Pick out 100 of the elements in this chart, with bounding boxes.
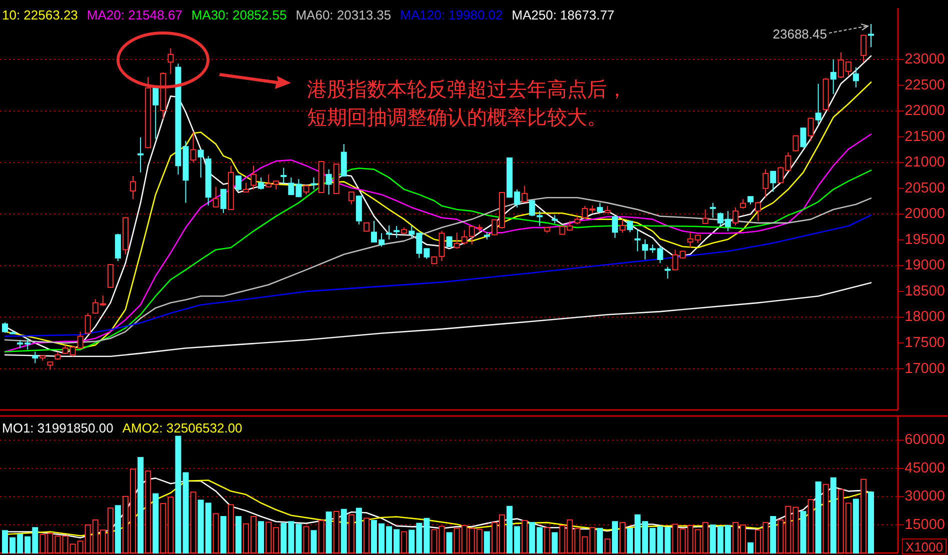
y-tick-label: 17500 — [904, 335, 945, 351]
bar — [860, 478, 866, 554]
y-tick-label: 19000 — [904, 258, 945, 274]
candlestick — [250, 165, 257, 190]
y-tick-label: 22500 — [904, 77, 945, 94]
candlestick — [612, 216, 618, 238]
candlestick — [190, 131, 196, 164]
candlestick — [138, 136, 144, 173]
bar — [808, 499, 814, 554]
candlestick — [2, 322, 8, 334]
candlestick — [702, 209, 708, 224]
bar — [310, 530, 317, 554]
y-tick-label: 18000 — [904, 309, 945, 326]
candlestick — [394, 226, 400, 238]
bar — [303, 526, 310, 554]
candlestick — [280, 167, 287, 185]
candlestick — [235, 175, 242, 192]
text: MA120: 19980.02 — [400, 8, 503, 22]
bar — [212, 513, 219, 554]
bar — [544, 527, 550, 554]
candlestick — [152, 86, 159, 140]
bar — [220, 516, 226, 554]
bar — [235, 516, 242, 554]
y-tick-label: 21000 — [904, 154, 945, 171]
bar — [228, 504, 234, 554]
y-tick-label: 60000 — [904, 432, 945, 448]
line-series — [4, 168, 872, 352]
candlestick — [800, 127, 806, 148]
bar — [401, 531, 408, 554]
bar — [145, 470, 152, 554]
text: MA60: 20313.35 — [296, 8, 392, 22]
bar — [348, 514, 354, 554]
line-series — [4, 134, 872, 352]
candlestick — [792, 134, 799, 152]
candlestick — [32, 351, 38, 364]
bar — [446, 532, 452, 554]
candlestick — [258, 177, 264, 190]
candlestick — [340, 144, 347, 178]
candlestick — [438, 230, 445, 262]
bar — [748, 542, 754, 554]
candlestick — [710, 202, 716, 218]
y-tick-label: 20000 — [904, 206, 945, 222]
bar — [522, 520, 528, 554]
candlestick — [762, 168, 769, 198]
candlestick — [130, 176, 136, 200]
y-tick-label: 22000 — [904, 103, 945, 120]
candlestick — [634, 229, 641, 252]
candlestick — [84, 312, 91, 334]
annotation: 23688.45 — [772, 26, 827, 42]
y-tick-label: 23000 — [904, 52, 945, 68]
candlestick — [310, 177, 317, 190]
y-tick-label: 20500 — [904, 180, 945, 196]
bar — [333, 510, 340, 554]
bar — [552, 532, 558, 554]
candlestick — [755, 201, 762, 222]
bar — [190, 492, 196, 554]
candlestick — [596, 202, 603, 214]
annotation: 港股指数本轮反弹超过去年高点后， — [307, 78, 627, 101]
bar — [596, 528, 603, 554]
bar — [604, 538, 610, 554]
candlestick — [326, 168, 332, 196]
candlestick — [348, 190, 354, 205]
candlestick — [732, 206, 738, 226]
y-tick-label: 45000 — [904, 460, 945, 476]
text: MA30: 20852.55 — [191, 8, 287, 22]
bar — [868, 492, 874, 554]
bar — [431, 529, 438, 554]
candlestick — [114, 233, 121, 262]
bar — [326, 512, 332, 554]
bar — [138, 457, 144, 554]
y-tick-label: 18500 — [904, 283, 945, 300]
text: MA20: 21548.67 — [86, 8, 182, 22]
bar — [438, 526, 445, 554]
bar — [852, 498, 859, 554]
candlestick — [852, 66, 859, 88]
bar — [114, 505, 121, 554]
y-tick-label: 19500 — [904, 232, 945, 248]
text: 10: 22563.23 — [2, 8, 78, 22]
bar — [340, 508, 347, 554]
candlestick — [830, 59, 836, 95]
text: X1000 — [905, 540, 943, 554]
bar — [815, 481, 822, 554]
candlestick — [770, 170, 776, 192]
candlestick — [198, 149, 204, 178]
candlestick — [522, 185, 528, 203]
candlestick — [107, 264, 114, 288]
text: MO1: 31991850.00 — [2, 420, 114, 436]
candlestick — [168, 48, 174, 74]
candlestick — [740, 198, 746, 209]
line-series — [4, 282, 872, 358]
candlestick — [386, 224, 392, 240]
bar — [822, 484, 829, 554]
bar — [152, 493, 159, 554]
bar — [830, 477, 836, 554]
text: AMO2: 32506532.00 — [122, 420, 242, 436]
text: MA250: 18673.77 — [512, 8, 614, 22]
y-tick-label: 30000 — [904, 488, 945, 505]
candlestick — [860, 34, 866, 64]
bar — [619, 522, 626, 554]
candlestick — [212, 186, 219, 208]
